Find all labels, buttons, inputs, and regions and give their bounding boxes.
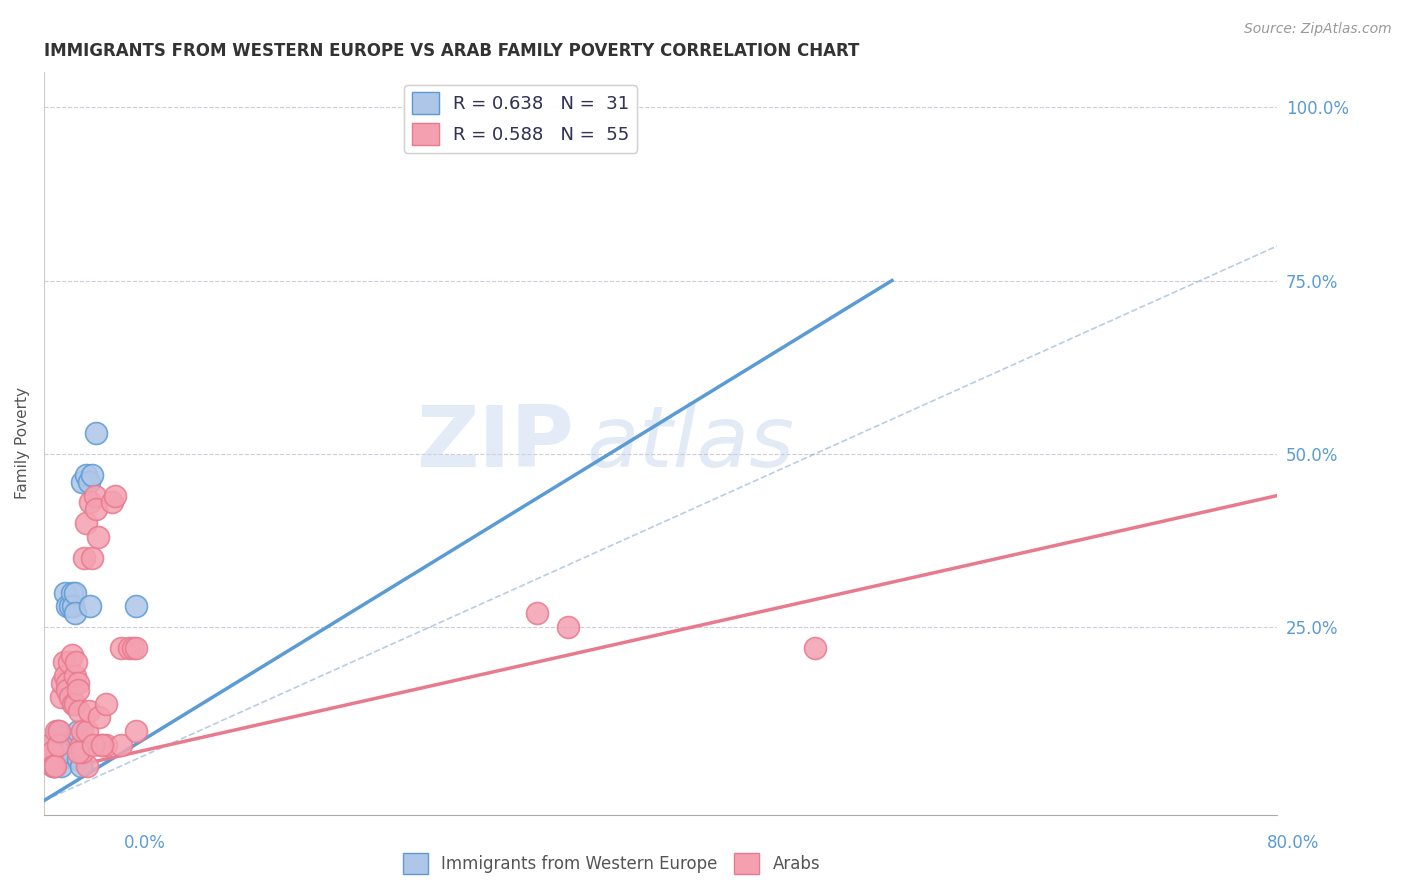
Point [75,467,97,482]
Point [94,697,117,711]
Point [39,745,62,759]
Point [91,738,114,752]
Point [86,426,108,441]
Point [45,724,67,739]
Text: atlas: atlas [586,402,794,485]
Point [79,599,101,614]
Point [49,759,72,773]
Point [70,738,93,752]
Point [557,620,579,634]
Point [76,759,98,773]
Point [82,738,104,752]
Point [104,489,127,503]
Point [56,682,79,697]
Point [41,745,63,759]
Point [73,550,96,565]
Point [46,724,69,739]
Point [51,745,73,759]
Point [66,752,89,766]
Point [58,655,80,669]
Point [66,724,89,739]
Point [42,759,65,773]
Point [45,752,67,766]
Point [86,502,108,516]
Text: 80.0%: 80.0% [1267,834,1319,852]
Point [94,738,117,752]
Point [55,585,77,599]
Point [110,738,132,752]
Point [48,724,70,739]
Point [125,724,148,739]
Point [44,759,66,773]
Text: 0.0%: 0.0% [124,834,166,852]
Point [55,669,77,683]
Point [60,648,83,662]
Point [77,704,100,718]
Point [125,641,148,656]
Text: Source: ZipAtlas.com: Source: ZipAtlas.com [1244,22,1392,37]
Point [41,752,63,766]
Text: ZIP: ZIP [416,402,574,485]
Point [526,607,548,621]
Point [56,599,79,614]
Point [72,475,94,489]
Point [75,516,97,531]
Point [76,724,98,739]
Point [52,655,75,669]
Point [67,704,90,718]
Point [118,641,141,656]
Text: IMMIGRANTS FROM WESTERN EUROPE VS ARAB FAMILY POVERTY CORRELATION CHART: IMMIGRANTS FROM WESTERN EUROPE VS ARAB F… [44,42,859,60]
Point [58,745,80,759]
Point [125,599,148,614]
Point [63,697,86,711]
Point [80,550,103,565]
Point [52,731,75,746]
Point [63,585,86,599]
Point [91,738,114,752]
Point [48,731,70,746]
Point [38,738,60,752]
Point [66,682,89,697]
Point [49,690,72,704]
Point [56,675,79,690]
Point [87,530,110,544]
Point [42,759,65,773]
Point [122,641,145,656]
Point [42,738,65,752]
Point [100,495,122,509]
Point [89,710,111,724]
Point [65,731,87,746]
Point [46,738,69,752]
Point [72,724,94,739]
Point [80,467,103,482]
Point [39,752,62,766]
Y-axis label: Family Poverty: Family Poverty [15,387,30,500]
Point [59,599,82,614]
Point [56,738,79,752]
Point [65,655,87,669]
Point [63,669,86,683]
Point [63,607,86,621]
Point [51,675,73,690]
Point [62,599,84,614]
Point [79,495,101,509]
Point [72,745,94,759]
Point [83,489,105,503]
Point [59,690,82,704]
Point [110,641,132,656]
Point [62,697,84,711]
Point [60,585,83,599]
Point [77,475,100,489]
Point [66,675,89,690]
Point [804,641,827,656]
Legend: R = 0.638   N =  31, R = 0.588   N =  55: R = 0.638 N = 31, R = 0.588 N = 55 [405,85,637,153]
Point [44,759,66,773]
Point [70,759,93,773]
Point [66,745,89,759]
